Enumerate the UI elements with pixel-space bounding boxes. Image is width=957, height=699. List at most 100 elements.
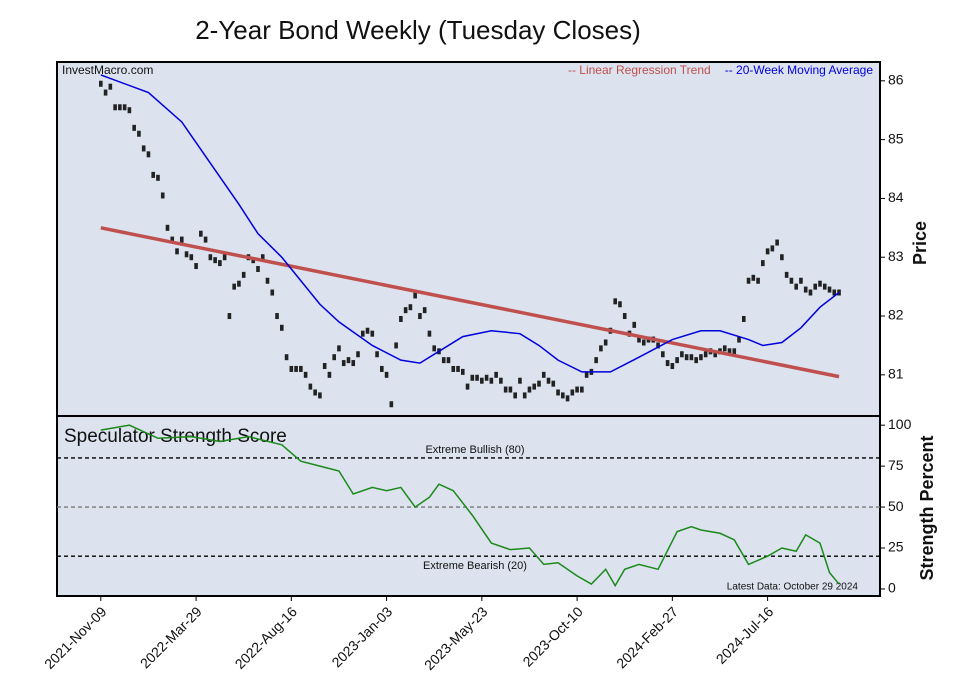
y-tick-label: 0 [888,580,896,596]
candle [741,315,746,322]
candle [299,365,303,372]
candle [475,374,479,381]
candle [499,377,503,384]
candle [113,104,117,111]
y-tick-label: 86 [888,72,904,88]
series-line [100,424,840,588]
candle [737,336,741,343]
candle [346,357,351,364]
candle [480,377,484,384]
strength-panel [56,415,881,597]
candle [546,377,551,384]
candle [418,313,422,320]
x-tick-label: 2023-May-23 [421,603,491,673]
candle [575,386,579,393]
candle [351,360,356,367]
candle [403,307,408,314]
candle [337,345,341,352]
candle [770,245,775,252]
candle [384,371,389,378]
chart-title: 2-Year Bond Weekly (Tuesday Closes) [195,15,641,45]
candle [156,174,160,181]
reference-label: Extreme Bearish (20) [423,560,527,572]
y-tick-label: 85 [888,130,904,146]
candle [484,374,489,381]
series-line [100,74,840,373]
candle [822,283,827,290]
candle [622,313,627,320]
candle [675,357,679,364]
panel-title: Speculator Strength Score [64,426,287,447]
candle [518,377,522,384]
reference-label: Extreme Bullish (80) [425,444,524,456]
candle [665,360,670,367]
candle [118,104,122,111]
candle [318,392,322,399]
candle [270,289,275,296]
candle [670,363,675,370]
candle [294,365,298,372]
x-tick-label: 2022-Mar-29 [137,603,205,671]
candle [656,342,660,349]
candle [327,371,332,378]
candle [813,283,818,290]
candle [470,374,475,381]
candle [179,236,184,243]
candle [827,286,832,293]
candle [241,271,246,278]
candle [556,389,560,396]
candle [137,130,141,137]
candle [561,392,565,399]
candle [789,277,794,284]
y-tick-label: 75 [888,457,904,473]
candle [394,342,398,349]
candle [432,345,437,352]
candle [175,248,179,255]
candle [213,257,217,264]
candle [570,389,575,396]
candle [194,263,198,270]
candle [551,380,556,387]
x-tick-label: 2022-Aug-16 [232,603,301,672]
candle [322,363,327,370]
candle [170,236,175,243]
candle [332,354,336,361]
watermark: InvestMacro.com [62,63,153,77]
candle [165,224,170,231]
candle [399,315,403,322]
candle [256,265,260,272]
candle [108,83,113,90]
candle [189,254,194,261]
candle [580,386,584,393]
candle [289,365,294,372]
candle [799,277,803,284]
candle [527,386,532,393]
candle [584,371,589,378]
candle [451,365,456,372]
candle [308,383,313,390]
candle [456,365,460,372]
candle [689,354,694,361]
candle [522,392,527,399]
candle [360,330,365,337]
candle [780,254,784,261]
candle [203,236,208,243]
candle [537,380,541,387]
candle [446,357,451,364]
candle [713,351,718,358]
candle [751,274,756,281]
candle [375,351,379,358]
candle [232,283,236,290]
candle [184,251,189,258]
candle [141,145,146,152]
candle [532,383,537,390]
candle [565,395,570,402]
candle [784,271,789,278]
x-tick-label: 2024-Jul-16 [713,603,777,667]
candle [641,339,646,346]
candle [699,354,703,361]
candle [227,313,232,320]
candle [151,171,156,178]
